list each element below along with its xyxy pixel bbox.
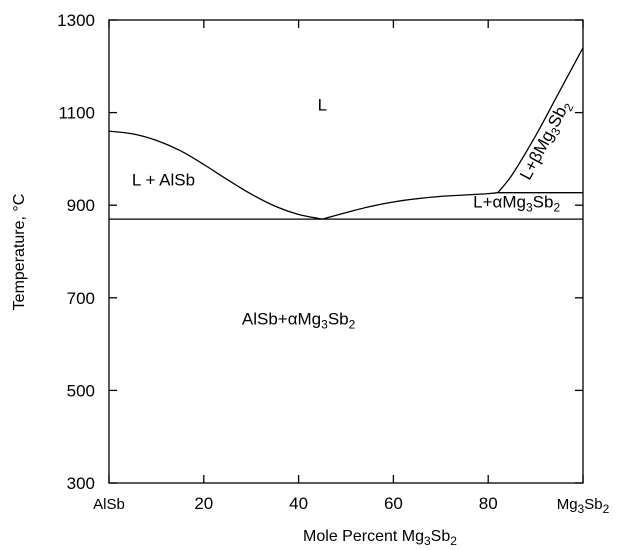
y-tick-label-0: 300 [67,474,95,493]
region-label-l-alsb: L + AlSb [132,170,195,189]
phase-boundary-1 [322,192,498,220]
x-tick-label-5: Mg3Sb2 [557,496,610,516]
region-label-liquid: L [318,95,327,114]
region-label-l-beta: L+βMg3Sb2 [516,97,576,184]
region-label-solid: AlSb+αMg3Sb2 [242,310,356,332]
y-tick-label-4: 1100 [58,104,95,123]
plot-frame [108,19,584,484]
region-label-l-alpha: L+αMg3Sb2 [473,193,560,215]
x-axis-title: Mole Percent Mg3Sb2 [303,528,457,548]
x-tick-label-0: AlSb [93,496,125,513]
y-tick-label-2: 700 [67,289,95,308]
phase-boundaries [108,47,584,220]
region-labels: L L + AlSb L+αMg3Sb2 L+βMg3Sb2 AlSb+αMg3Sb2 [132,95,577,331]
phase-boundary-2 [497,47,584,194]
tick-marks [108,19,584,484]
x-tick-label-1: 20 [194,494,213,513]
x-tick-label-4: 80 [479,494,498,513]
y-tick-label-3: 900 [67,196,95,215]
y-tick-label-5: 1300 [57,11,95,30]
y-tick-label-1: 500 [67,381,95,400]
x-tick-label-2: 40 [289,494,308,513]
x-tick-label-3: 60 [384,494,403,513]
x-tick-labels: AlSb 20 40 60 80 Mg3Sb2 [93,494,609,516]
phase-boundary-0 [108,130,323,220]
y-tick-labels: 300 500 700 900 1100 1300 [57,11,95,493]
y-axis-title: Temperature, °C [11,194,28,311]
